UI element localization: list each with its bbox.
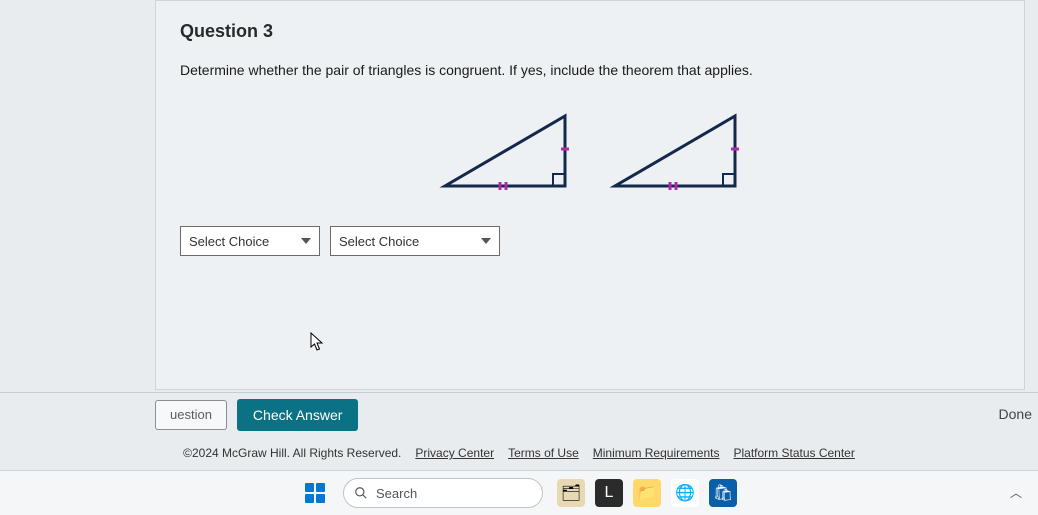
mouse-cursor-icon [310, 332, 324, 352]
check-answer-button[interactable]: Check Answer [237, 399, 358, 431]
congruent-select[interactable]: Select Choice [180, 226, 320, 256]
start-button[interactable] [301, 479, 329, 507]
platform-status-link[interactable]: Platform Status Center [733, 446, 854, 460]
previous-question-button[interactable]: uestion [155, 400, 227, 430]
store-icon[interactable]: 🛍 [709, 479, 737, 507]
search-icon [354, 486, 368, 500]
triangle-right [605, 106, 745, 196]
edge-icon[interactable]: 🌐 [671, 479, 699, 507]
done-label: Done [999, 406, 1032, 422]
app-icon-1[interactable]: 🗂 [557, 479, 585, 507]
question-title: Question 3 [180, 21, 1000, 42]
theorem-select[interactable]: Select Choice [330, 226, 500, 256]
triangles-figure [180, 106, 1000, 206]
triangle-left [435, 106, 575, 196]
app-icon-2[interactable]: L [595, 479, 623, 507]
minimum-requirements-link[interactable]: Minimum Requirements [593, 446, 720, 460]
search-placeholder: Search [376, 486, 417, 501]
question-prompt: Determine whether the pair of triangles … [180, 62, 1000, 78]
privacy-center-link[interactable]: Privacy Center [415, 446, 494, 460]
question-panel: Question 3 Determine whether the pair of… [155, 0, 1025, 390]
tray-chevron-up-icon[interactable]: ︿ [1010, 484, 1022, 501]
windows-taskbar: Search 🗂 L 📁 🌐 🛍 ︿ [0, 470, 1038, 515]
taskbar-search[interactable]: Search [343, 478, 543, 508]
copyright-text: ©2024 McGraw Hill. All Rights Reserved. [183, 446, 401, 460]
footer: ©2024 McGraw Hill. All Rights Reserved. … [0, 436, 1038, 470]
action-bar: uestion Check Answer [0, 392, 1038, 436]
file-explorer-icon[interactable]: 📁 [633, 479, 661, 507]
terms-of-use-link[interactable]: Terms of Use [508, 446, 579, 460]
